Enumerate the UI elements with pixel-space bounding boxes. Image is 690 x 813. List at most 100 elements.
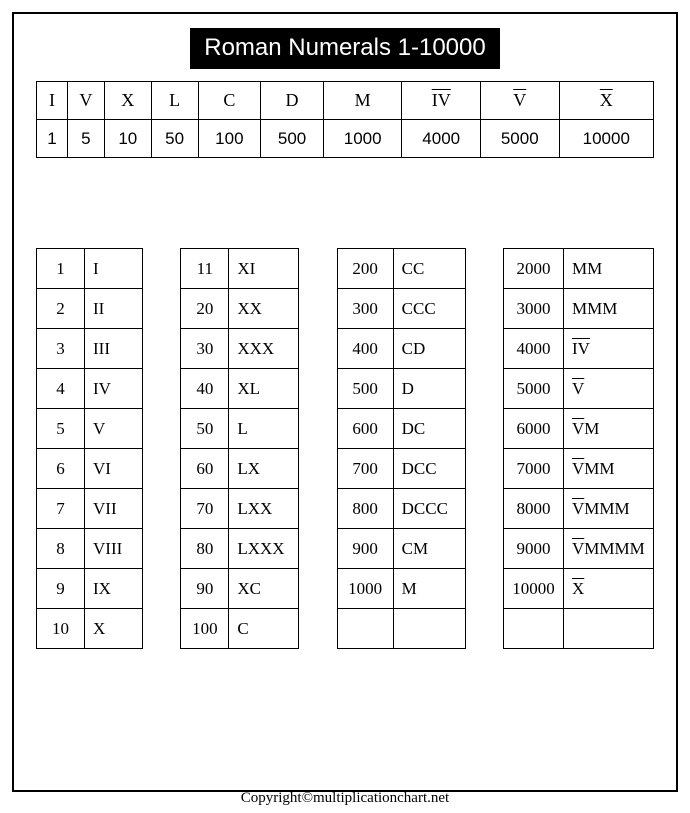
key-roman-cell: V — [67, 82, 104, 120]
roman-cell: VIII — [85, 529, 143, 569]
numeral-table: 2000MM3000MMM4000IV5000V6000VM7000VMM800… — [503, 248, 654, 649]
roman-cell: IV — [563, 329, 653, 369]
roman-cell: DCC — [393, 449, 465, 489]
roman-cell: IV — [85, 369, 143, 409]
arabic-cell: 8 — [37, 529, 85, 569]
table-row: 800DCCC — [337, 489, 465, 529]
arabic-cell: 400 — [337, 329, 393, 369]
roman-cell: CC — [393, 249, 465, 289]
table-row: 900CM — [337, 529, 465, 569]
table-row: 9000VMMMM — [503, 529, 653, 569]
arabic-cell: 200 — [337, 249, 393, 289]
table-row: 10000X — [503, 569, 653, 609]
arabic-cell: 80 — [181, 529, 229, 569]
table-row: 7VII — [37, 489, 143, 529]
key-arabic-cell: 10000 — [559, 120, 653, 158]
roman-cell: XX — [229, 289, 299, 329]
roman-cell: D — [393, 369, 465, 409]
table-row — [337, 609, 465, 649]
roman-cell: MM — [563, 249, 653, 289]
roman-cell: CM — [393, 529, 465, 569]
table-row: 9IX — [37, 569, 143, 609]
table-row: 7000VMM — [503, 449, 653, 489]
table-row: 3000MMM — [503, 289, 653, 329]
table-row: 100C — [181, 609, 299, 649]
roman-cell: VII — [85, 489, 143, 529]
key-roman-cell: I — [37, 82, 68, 120]
table-row: 3III — [37, 329, 143, 369]
key-roman-cell: X — [104, 82, 151, 120]
roman-cell — [393, 609, 465, 649]
table-row: 1000M — [337, 569, 465, 609]
arabic-cell: 5000 — [503, 369, 563, 409]
key-arabic-cell: 500 — [261, 120, 324, 158]
key-arabic-cell: 5 — [67, 120, 104, 158]
numeral-table: 200CC300CCC400CD500D600DC700DCC800DCCC90… — [337, 248, 466, 649]
arabic-cell: 60 — [181, 449, 229, 489]
roman-cell: II — [85, 289, 143, 329]
key-arabic-cell: 100 — [198, 120, 261, 158]
roman-cell: DC — [393, 409, 465, 449]
arabic-cell: 900 — [337, 529, 393, 569]
table-row: 5000V — [503, 369, 653, 409]
arabic-cell: 7 — [37, 489, 85, 529]
roman-cell: CCC — [393, 289, 465, 329]
key-roman-cell: M — [323, 82, 402, 120]
roman-cell: LX — [229, 449, 299, 489]
key-arabic-cell: 5000 — [480, 120, 559, 158]
arabic-cell: 1000 — [337, 569, 393, 609]
key-arabic-cell: 1 — [37, 120, 68, 158]
table-row: 500D — [337, 369, 465, 409]
roman-cell: C — [229, 609, 299, 649]
arabic-cell: 3000 — [503, 289, 563, 329]
key-roman-cell: X — [559, 82, 653, 120]
arabic-cell: 500 — [337, 369, 393, 409]
arabic-cell: 20 — [181, 289, 229, 329]
table-row: 11XI — [181, 249, 299, 289]
arabic-cell: 300 — [337, 289, 393, 329]
arabic-cell: 6000 — [503, 409, 563, 449]
roman-cell: IX — [85, 569, 143, 609]
roman-cell: VI — [85, 449, 143, 489]
arabic-cell: 3 — [37, 329, 85, 369]
key-arabic-cell: 50 — [151, 120, 198, 158]
key-roman-cell: L — [151, 82, 198, 120]
roman-cell: X — [85, 609, 143, 649]
arabic-cell: 4 — [37, 369, 85, 409]
table-row: 2II — [37, 289, 143, 329]
table-row: 60LX — [181, 449, 299, 489]
page-title: Roman Numerals 1-10000 — [190, 28, 500, 69]
roman-cell: MMM — [563, 289, 653, 329]
table-row: 40XL — [181, 369, 299, 409]
arabic-cell: 600 — [337, 409, 393, 449]
key-arabic-cell: 10 — [104, 120, 151, 158]
numeral-grids: 1I2II3III4IV5V6VI7VII8VIII9IX10X11XI20XX… — [36, 248, 654, 649]
arabic-cell: 9 — [37, 569, 85, 609]
arabic-cell: 800 — [337, 489, 393, 529]
arabic-cell: 1 — [37, 249, 85, 289]
arabic-cell: 10000 — [503, 569, 563, 609]
page: Roman Numerals 1-10000 IVXLCDMIVVX 15105… — [0, 0, 690, 813]
roman-cell: CD — [393, 329, 465, 369]
arabic-cell: 2 — [37, 289, 85, 329]
key-arabic-cell: 1000 — [323, 120, 402, 158]
roman-cell: XI — [229, 249, 299, 289]
roman-cell: XXX — [229, 329, 299, 369]
frame: Roman Numerals 1-10000 IVXLCDMIVVX 15105… — [12, 12, 678, 792]
arabic-cell: 10 — [37, 609, 85, 649]
roman-cell: XC — [229, 569, 299, 609]
arabic-cell: 700 — [337, 449, 393, 489]
table-row: 200CC — [337, 249, 465, 289]
table-row: 30XXX — [181, 329, 299, 369]
arabic-cell: 8000 — [503, 489, 563, 529]
table-row: 600DC — [337, 409, 465, 449]
roman-cell: VMM — [563, 449, 653, 489]
table-row: 1I — [37, 249, 143, 289]
table-row: 80LXXX — [181, 529, 299, 569]
table-row: 6000VM — [503, 409, 653, 449]
roman-cell: M — [393, 569, 465, 609]
key-row-romans: IVXLCDMIVVX — [37, 82, 654, 120]
roman-cell: DCCC — [393, 489, 465, 529]
key-roman-cell: D — [261, 82, 324, 120]
arabic-cell: 6 — [37, 449, 85, 489]
